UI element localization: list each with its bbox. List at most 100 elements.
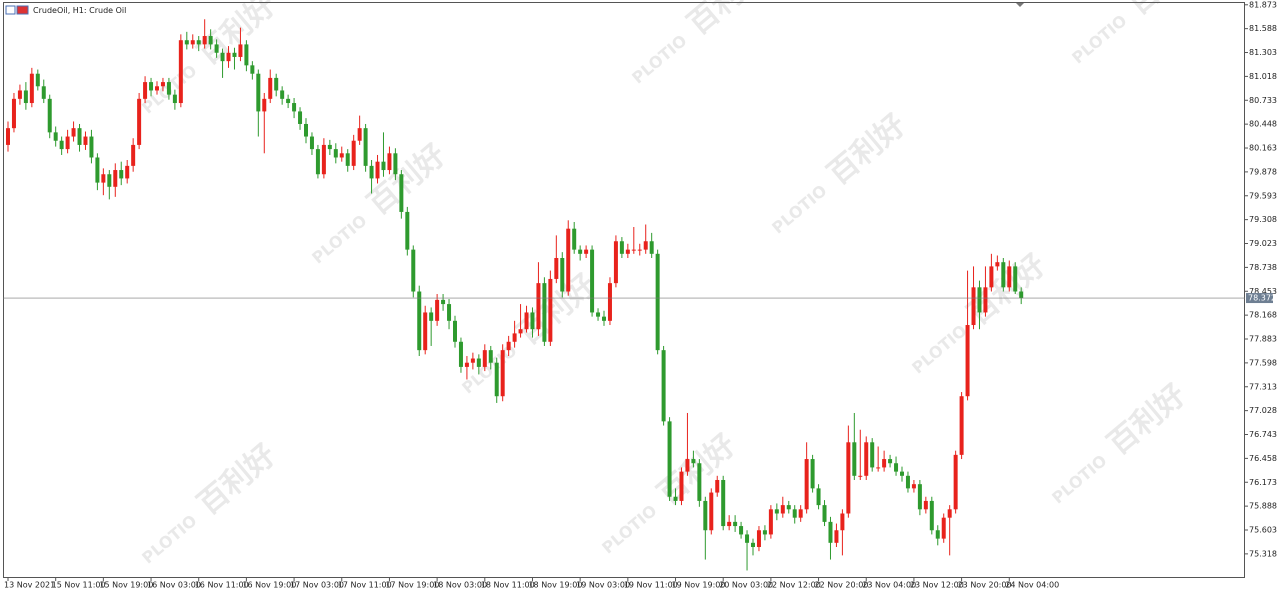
candle-body bbox=[649, 241, 654, 254]
y-tick-label: 79.593 bbox=[1249, 191, 1277, 200]
candle-body bbox=[959, 396, 964, 455]
y-tick-label: 77.313 bbox=[1249, 382, 1277, 391]
candle-body bbox=[828, 521, 833, 543]
x-tick-label: 16 Nov 11:00 bbox=[195, 581, 249, 590]
y-tick-label: 75.318 bbox=[1249, 549, 1277, 558]
candle-body bbox=[822, 505, 827, 522]
plot-frame bbox=[3, 2, 1245, 578]
x-tick-label: 17 Nov 03:00 bbox=[290, 581, 344, 590]
candle-body bbox=[470, 358, 475, 363]
candle-body bbox=[584, 249, 589, 254]
candle-body bbox=[244, 44, 249, 66]
x-tick-label: 17 Nov 11:00 bbox=[338, 581, 392, 590]
candle-body bbox=[172, 94, 177, 104]
candle-body bbox=[536, 283, 541, 330]
candle-body bbox=[250, 65, 255, 74]
candle-body bbox=[89, 136, 94, 158]
candle-body bbox=[208, 36, 213, 45]
candle-body bbox=[315, 149, 320, 175]
candle-body bbox=[417, 291, 422, 351]
candle-body bbox=[6, 128, 10, 145]
candle-body bbox=[667, 421, 672, 497]
candle-body bbox=[858, 475, 863, 477]
candle-body bbox=[29, 73, 34, 104]
y-tick-label: 75.888 bbox=[1249, 502, 1277, 511]
candle-body bbox=[77, 128, 82, 145]
candle-body bbox=[715, 479, 720, 493]
candle-body bbox=[369, 165, 374, 179]
candle-body bbox=[911, 484, 916, 489]
candle-body bbox=[566, 228, 571, 292]
candle-body bbox=[304, 123, 308, 137]
candle-body bbox=[298, 111, 303, 124]
y-tick-label: 80.448 bbox=[1249, 120, 1277, 129]
candle-body bbox=[71, 128, 76, 137]
candle-body bbox=[768, 509, 773, 535]
candle-body bbox=[65, 136, 70, 150]
candle-body bbox=[357, 128, 362, 141]
symbol-label: CrudeOil, H1: Crude Oil bbox=[33, 6, 126, 15]
x-tick-label: 16 Nov 03:00 bbox=[147, 581, 201, 590]
candle-body bbox=[1013, 266, 1018, 292]
candle-body bbox=[947, 509, 952, 518]
candle-body bbox=[488, 350, 493, 363]
candle-body bbox=[232, 52, 237, 57]
candle-body bbox=[292, 103, 297, 112]
candle-body bbox=[870, 442, 875, 468]
candle-body bbox=[47, 98, 52, 133]
candle-body bbox=[447, 304, 452, 321]
candle-body bbox=[846, 442, 851, 514]
candle-body bbox=[494, 362, 499, 397]
candle-body bbox=[524, 312, 529, 330]
candle-body bbox=[107, 174, 112, 187]
candle-body bbox=[1001, 262, 1006, 288]
candle-body bbox=[810, 459, 815, 489]
y-tick-label: 76.743 bbox=[1249, 430, 1277, 439]
candle-body bbox=[709, 492, 714, 531]
y-tick-label: 80.163 bbox=[1249, 144, 1277, 153]
candle-body bbox=[95, 157, 100, 183]
candle-body bbox=[482, 350, 487, 367]
current-price-label: 78.372 bbox=[1248, 294, 1276, 303]
candle-body bbox=[125, 165, 130, 179]
candle-body bbox=[983, 287, 988, 313]
candle-body bbox=[375, 161, 380, 179]
candle-body bbox=[327, 144, 332, 150]
candle-body bbox=[995, 262, 1000, 267]
candle-body bbox=[727, 521, 732, 527]
x-tick-label: 19 Nov 19:00 bbox=[672, 581, 726, 590]
candle-body bbox=[518, 329, 523, 334]
x-tick-label: 23 Nov 12:00 bbox=[910, 581, 964, 590]
candle-body bbox=[679, 471, 684, 501]
y-tick-label: 76.458 bbox=[1249, 454, 1277, 463]
x-tick-label: 13 Nov 2021 bbox=[4, 581, 55, 590]
candle-body bbox=[685, 459, 690, 472]
candle-body bbox=[756, 530, 761, 548]
icon bbox=[5, 5, 16, 15]
candle-body bbox=[119, 170, 124, 179]
candle-body bbox=[11, 98, 16, 129]
candle-body bbox=[184, 40, 189, 45]
candle-body bbox=[220, 52, 225, 62]
x-tick-label: 18 Nov 11:00 bbox=[481, 581, 535, 590]
candle-body bbox=[137, 98, 142, 145]
candle-body bbox=[393, 153, 398, 175]
candle-body bbox=[256, 73, 261, 112]
x-tick-label: 24 Nov 04:00 bbox=[1005, 581, 1059, 590]
candle-body bbox=[17, 90, 22, 99]
candle-body bbox=[280, 90, 285, 99]
candle-body bbox=[876, 467, 881, 469]
x-tick-label: 23 Nov 20:00 bbox=[958, 581, 1012, 590]
candle-body bbox=[339, 153, 344, 158]
candle-body bbox=[155, 86, 159, 91]
candle-body bbox=[464, 362, 469, 367]
candle-body bbox=[786, 505, 791, 510]
candle-body bbox=[363, 128, 368, 166]
candle-body bbox=[321, 144, 326, 175]
candle-body bbox=[989, 266, 994, 288]
y-tick-label: 78.168 bbox=[1249, 311, 1277, 320]
candle-body bbox=[196, 40, 201, 45]
icon bbox=[16, 5, 29, 15]
candle-body bbox=[500, 350, 505, 397]
